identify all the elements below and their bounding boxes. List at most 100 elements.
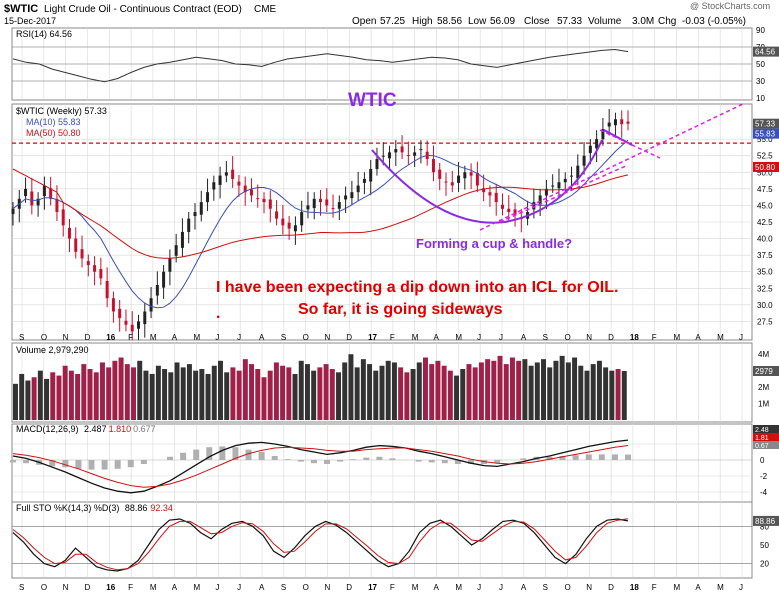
macd-tag-text: 0.67 [755,443,769,450]
x-tick-label-bottom: A [434,583,440,592]
macd-hist-bar [310,460,317,464]
candle-body [457,175,461,183]
volume-value: 3.0M [632,16,654,27]
candle-body [576,165,580,179]
sto-legend-prefix: Full STO %K(14,3) %D(3) [16,503,119,513]
sto-d-value: 92.34 [150,503,173,513]
candle-body [187,218,191,232]
price-ytick: 52.5 [757,152,773,161]
candle-body [193,212,197,217]
annotations: WTIC Forming a cup & handle? I have been… [216,90,618,322]
x-tick-label-top: J [499,333,503,342]
volume-bar [292,373,298,420]
candle-body [557,182,561,189]
rsi-ytick: 90 [756,26,765,35]
volume-bar [609,370,615,420]
candle-body [36,198,40,206]
instrument-name: Light Crude Oil - Continuous Contract (E… [44,4,242,15]
x-tick-label-bottom: 17 [368,583,377,592]
candle-body [356,185,360,193]
candle-body [500,204,504,209]
x-tick-label-top: 16 [106,333,115,342]
candle-body [80,249,84,259]
x-tick-label-bottom: A [521,583,527,592]
volume-bar [211,365,217,420]
volume-bar [261,377,267,420]
candle-body [419,149,423,151]
volume-bar [218,360,223,420]
x-tick-label-top: M [412,333,419,342]
volume-bar [137,360,143,420]
macd-hist-bar [284,459,291,460]
macd-legend: MACD(12,26,9) 2.487 1.810 0.677 [16,424,156,434]
candle-body [331,208,335,210]
candle-body [438,169,442,179]
candle-body [469,172,473,176]
candle-body [268,199,272,209]
price-tag [753,118,779,129]
x-tick-label-top: D [346,333,352,342]
volume-bar [578,365,584,420]
macd-hist-bar [62,460,69,468]
candle-body [199,202,203,215]
candle-body [149,298,153,312]
candle-body [99,269,103,279]
x-tick-label-top: 17 [368,333,377,342]
rsi-ytick: 50 [756,60,765,69]
volume-bar [541,359,546,420]
x-tick-label-bottom: N [586,583,592,592]
volume-bar [162,369,168,420]
candle-body [174,245,178,256]
candle-body [369,168,373,182]
candle-body [494,192,498,203]
watermark: @ StockCharts.com [690,1,770,11]
price-ytick: 35.0 [757,268,773,277]
volume-bar [56,375,62,420]
volume-ytick: 4M [758,350,769,359]
volume-bar [168,372,174,420]
macd-hist-bar [324,460,331,464]
x-tick-label-top: F [652,333,657,342]
volume-bar [559,355,565,420]
volume-bar [454,375,460,420]
candle-body [143,311,147,325]
x-tick-label-bottom: O [564,583,570,592]
candle-body [532,202,536,210]
price-ytick: 30.0 [757,301,773,310]
x-tick-label-top: 18 [630,333,639,342]
rsi-ytick: 10 [756,94,765,103]
high-value: 58.56 [437,16,462,27]
x-tick-label-bottom: S [543,583,548,592]
volume-bar [416,362,422,420]
x-tick-label-bottom: N [324,583,330,592]
x-tick-label-top: A [172,333,178,342]
candle-body [463,172,467,179]
macd-ytick: -2 [760,472,768,481]
volume-bar [516,360,522,420]
candle-body [450,182,454,186]
candle-body [249,189,253,196]
x-tick-label-bottom: M [717,583,724,592]
candle-body [507,208,511,213]
volume-bar [68,370,74,420]
ma50-legend: MA(50) 50.80 [26,128,81,138]
low-label: Low [468,16,487,27]
volume-bar [472,367,478,420]
candle-body [300,212,304,226]
rsi-value-tag-text: 64.56 [755,48,776,57]
candle-body [162,271,166,288]
macd-hist-bar [49,460,56,467]
macd-hist-bar [88,460,95,470]
x-tick-label-bottom: J [739,583,743,592]
x-tick-label-top: J [477,333,481,342]
volume-bar [342,362,348,420]
volume-bar [13,383,18,420]
volume-bar [236,370,242,420]
volume-bar [317,367,323,420]
candle-body [337,202,341,209]
macd-hist-bar [598,454,605,460]
x-tick-label-top: O [303,333,309,342]
x-tick-label-bottom: J [237,583,241,592]
wtic-title: WTIC [348,90,397,111]
volume-bar [106,367,112,420]
